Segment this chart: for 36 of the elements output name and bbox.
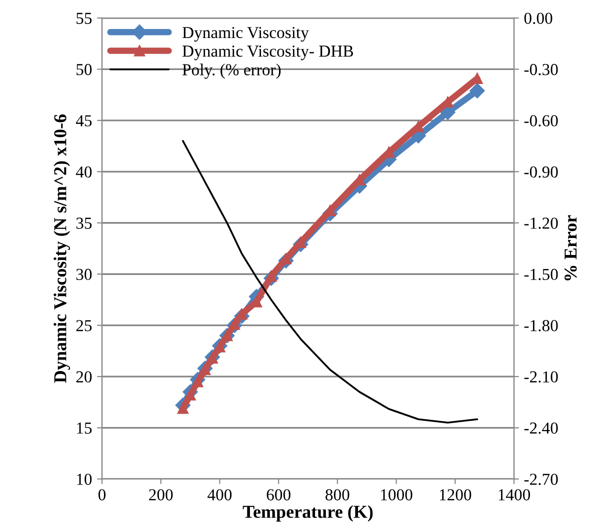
x-tick-label: 600 — [266, 489, 290, 500]
y-tick-label: 20 — [76, 371, 92, 382]
y2-tick-label: 0.00 — [524, 12, 552, 24]
x-tick-label: 400 — [208, 489, 232, 500]
y-tick-label: 25 — [76, 320, 92, 332]
y-tick-label: 50 — [76, 64, 92, 76]
y2-tick-label: -2.70 — [524, 474, 558, 486]
x-axis-title: Temperature (K) — [242, 505, 373, 522]
y-tick-label: 40 — [76, 166, 92, 178]
x-tick-label: 200 — [149, 489, 173, 500]
x-tick-label: 1400 — [498, 489, 530, 500]
y2-tick-label: -2.10 — [524, 371, 558, 383]
point — [470, 83, 485, 98]
legend-label: Poly. (% error) — [182, 64, 281, 79]
legend-label: Dynamic Viscosity- DHB — [182, 46, 354, 60]
y2-tick-label: -1.50 — [524, 268, 558, 280]
y2-tick-label: -2.40 — [524, 422, 558, 434]
y2-tick-label: -1.80 — [524, 320, 558, 332]
y-tick-label: 55 — [76, 12, 92, 24]
y-tick-label: 45 — [76, 115, 92, 126]
y2-axis-title: % Error — [564, 215, 577, 280]
line-series — [182, 140, 478, 424]
y-tick-label: 30 — [76, 268, 92, 280]
y2-tick-label: -0.90 — [524, 166, 558, 178]
x-tick-label: 1200 — [440, 489, 472, 500]
y-tick-label: 10 — [77, 474, 92, 485]
y2-tick-label: -0.60 — [524, 115, 558, 126]
y-tick-label: 15 — [77, 422, 92, 434]
x-tick-label: 0 — [98, 489, 106, 500]
y2-tick-label: -1.20 — [524, 218, 558, 229]
y-axis-title: Dynamic Viscosity (N s/m^2) x10-6 — [54, 114, 70, 383]
y-tick-label: 35 — [76, 218, 92, 229]
y2-tick-label: -0.30 — [524, 64, 558, 76]
x-tick-label: 1000 — [381, 489, 412, 500]
legend-label: Dynamic Viscosity — [182, 26, 309, 42]
x-tick-label: 800 — [326, 489, 350, 500]
